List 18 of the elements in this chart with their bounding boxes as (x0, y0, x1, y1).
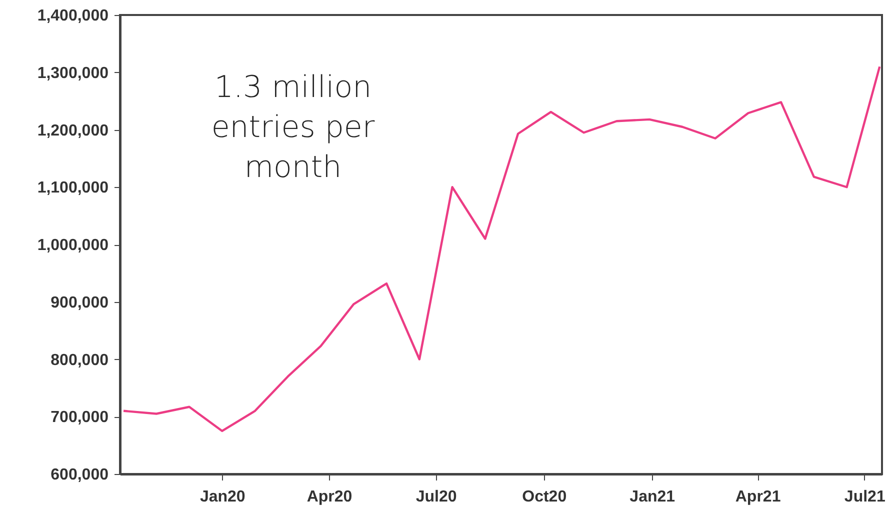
x-tick-label: Apr21 (735, 488, 781, 506)
y-tick-label: 1,200,000 (37, 122, 109, 140)
x-tick-label: Jan21 (630, 488, 676, 506)
y-tick-label: 1,400,000 (37, 8, 109, 24)
y-tick-label: 600,000 (50, 466, 109, 484)
y-tick-label: 900,000 (50, 294, 109, 312)
y-tick-label: 700,000 (50, 409, 109, 426)
x-tick-label: Jan20 (200, 488, 246, 506)
x-tick-label: Jul20 (416, 488, 457, 506)
x-tick-label: Oct20 (522, 488, 567, 506)
x-tick-label: Jul21 (844, 488, 886, 506)
y-tick-label: 1,000,000 (37, 237, 109, 254)
x-tick-label: Apr20 (306, 488, 352, 506)
annotation: 1.3 million entries per month (211, 70, 376, 185)
y-tick-label: 800,000 (50, 352, 109, 369)
y-tick-label: 1,300,000 (37, 64, 109, 82)
y-tick-label: 1,100,000 (37, 180, 109, 197)
line-series (122, 66, 881, 432)
